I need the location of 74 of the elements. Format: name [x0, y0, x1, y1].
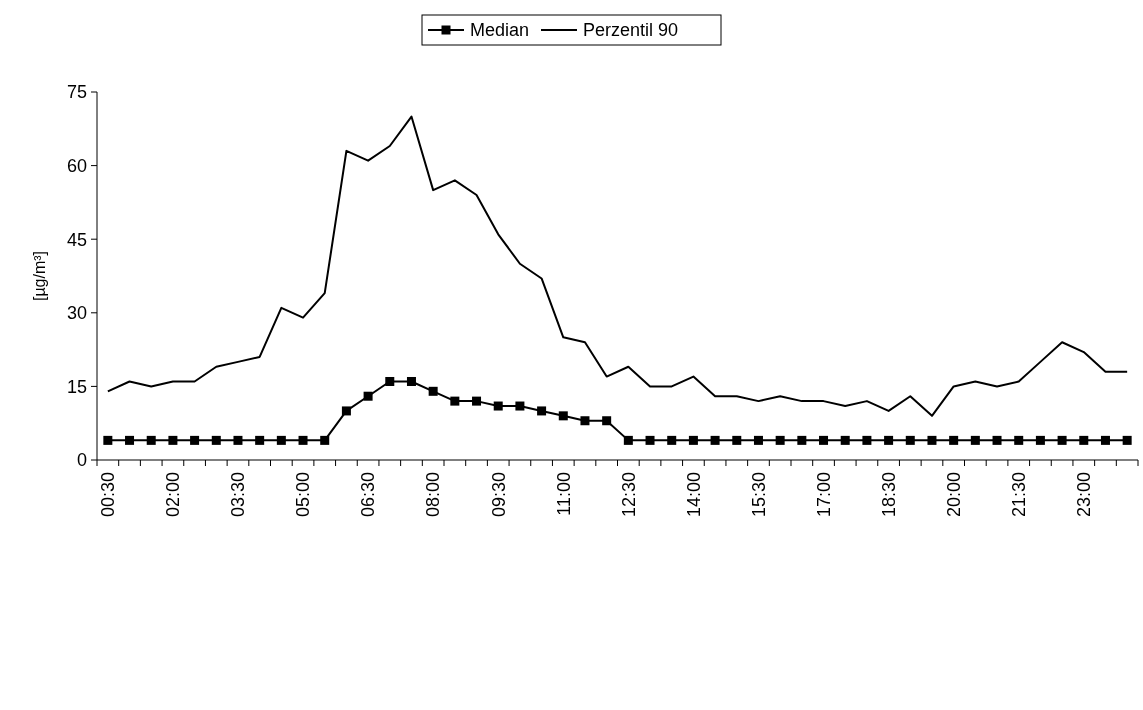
point [992, 435, 1002, 445]
point [472, 396, 482, 406]
x-tick-label: 15:30 [748, 472, 769, 518]
point [819, 435, 829, 445]
point [190, 435, 200, 445]
legend-label: Perzentil 90 [583, 20, 679, 41]
y-tick-label: 45 [66, 229, 87, 250]
x-tick-label: 06:30 [358, 472, 379, 518]
point [341, 406, 351, 416]
point [385, 376, 395, 386]
point [428, 386, 438, 396]
point [775, 435, 785, 445]
y-tick-label: 30 [66, 303, 87, 324]
y-axis-title: [µg/m³] [31, 250, 48, 302]
point [905, 435, 915, 445]
point [949, 435, 959, 445]
point [406, 376, 416, 386]
y-tick-label: 60 [66, 155, 87, 176]
point [168, 435, 178, 445]
point [537, 406, 547, 416]
point [667, 435, 677, 445]
point [363, 391, 373, 401]
point [1057, 435, 1067, 445]
point [1100, 435, 1110, 445]
point [862, 435, 872, 445]
point [211, 435, 221, 445]
line-series [106, 115, 1129, 417]
x-tick-label: 08:00 [423, 472, 444, 518]
point [493, 401, 503, 411]
x-tick-label: 03:30 [228, 472, 249, 518]
point [1014, 435, 1024, 445]
point [146, 435, 156, 445]
x-tick-label: 21:30 [1009, 472, 1030, 518]
point [840, 435, 850, 445]
point [255, 435, 265, 445]
x-tick-label: 20:00 [943, 472, 964, 518]
y-tick-label: 75 [66, 82, 87, 103]
point [450, 396, 460, 406]
point [927, 435, 937, 445]
point [1035, 435, 1045, 445]
point [580, 416, 590, 426]
x-tick-label: 14:00 [683, 472, 704, 518]
point [320, 435, 330, 445]
x-tick-label: 09:30 [488, 472, 509, 518]
point [515, 401, 525, 411]
point [1122, 435, 1132, 445]
point [970, 435, 980, 445]
point [276, 435, 286, 445]
point [732, 435, 742, 445]
point [103, 435, 113, 445]
y-tick-label: 15 [66, 376, 87, 397]
point [602, 416, 612, 426]
point [884, 435, 894, 445]
x-tick-label: 02:00 [163, 472, 184, 518]
x-tick-label: 18:30 [878, 472, 899, 518]
x-tick-label: 05:00 [293, 472, 314, 518]
legend-label: Median [470, 20, 530, 41]
point [125, 435, 135, 445]
point [797, 435, 807, 445]
x-tick-label: 11:00 [553, 472, 574, 516]
point [298, 435, 308, 445]
x-tick-label: 00:30 [98, 472, 119, 518]
point [623, 435, 633, 445]
point [710, 435, 720, 445]
point [753, 435, 763, 445]
point [233, 435, 243, 445]
x-tick-label: 23:00 [1074, 472, 1095, 518]
point [645, 435, 655, 445]
point [1079, 435, 1089, 445]
y-tick-label: 0 [76, 450, 87, 471]
point [688, 435, 698, 445]
point [558, 411, 568, 421]
x-tick-label: 12:30 [618, 472, 639, 518]
x-tick-label: 17:00 [813, 472, 834, 518]
